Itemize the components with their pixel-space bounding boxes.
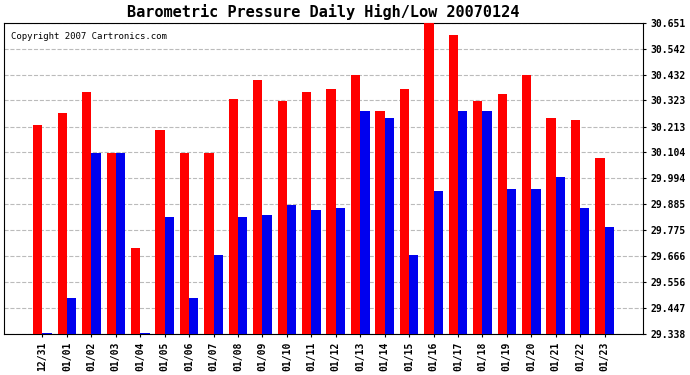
Bar xyxy=(604,227,614,334)
Bar xyxy=(262,215,272,334)
Bar xyxy=(67,298,76,334)
Bar xyxy=(458,111,467,334)
Bar xyxy=(531,189,540,334)
Bar xyxy=(116,153,125,334)
Bar xyxy=(580,208,589,334)
Bar xyxy=(228,99,238,334)
Bar xyxy=(204,153,214,334)
Bar xyxy=(448,35,458,334)
Bar xyxy=(424,23,433,334)
Bar xyxy=(351,75,360,334)
Bar xyxy=(400,89,409,334)
Bar xyxy=(473,101,482,334)
Bar xyxy=(482,111,492,334)
Bar xyxy=(91,153,101,334)
Bar xyxy=(507,189,516,334)
Bar xyxy=(522,75,531,334)
Bar xyxy=(287,206,296,334)
Text: Copyright 2007 Cartronics.com: Copyright 2007 Cartronics.com xyxy=(10,32,166,41)
Bar xyxy=(58,113,67,334)
Bar xyxy=(375,111,384,334)
Bar xyxy=(131,248,140,334)
Bar xyxy=(384,118,394,334)
Bar xyxy=(155,130,165,334)
Bar xyxy=(336,208,345,334)
Bar xyxy=(277,101,287,334)
Bar xyxy=(409,255,418,334)
Bar xyxy=(214,255,223,334)
Bar xyxy=(140,333,150,334)
Bar xyxy=(165,217,174,334)
Bar xyxy=(253,80,262,334)
Bar xyxy=(546,118,555,334)
Bar xyxy=(189,298,199,334)
Bar xyxy=(433,191,443,334)
Bar xyxy=(326,89,336,334)
Bar xyxy=(571,120,580,334)
Bar xyxy=(311,210,321,334)
Title: Barometric Pressure Daily High/Low 20070124: Barometric Pressure Daily High/Low 20070… xyxy=(128,4,520,20)
Bar xyxy=(497,94,507,334)
Bar xyxy=(33,125,43,334)
Bar xyxy=(106,153,116,334)
Bar xyxy=(555,177,565,334)
Bar xyxy=(595,158,604,334)
Bar xyxy=(302,92,311,334)
Bar xyxy=(43,333,52,334)
Bar xyxy=(360,111,370,334)
Bar xyxy=(82,92,91,334)
Bar xyxy=(180,153,189,334)
Bar xyxy=(238,217,247,334)
